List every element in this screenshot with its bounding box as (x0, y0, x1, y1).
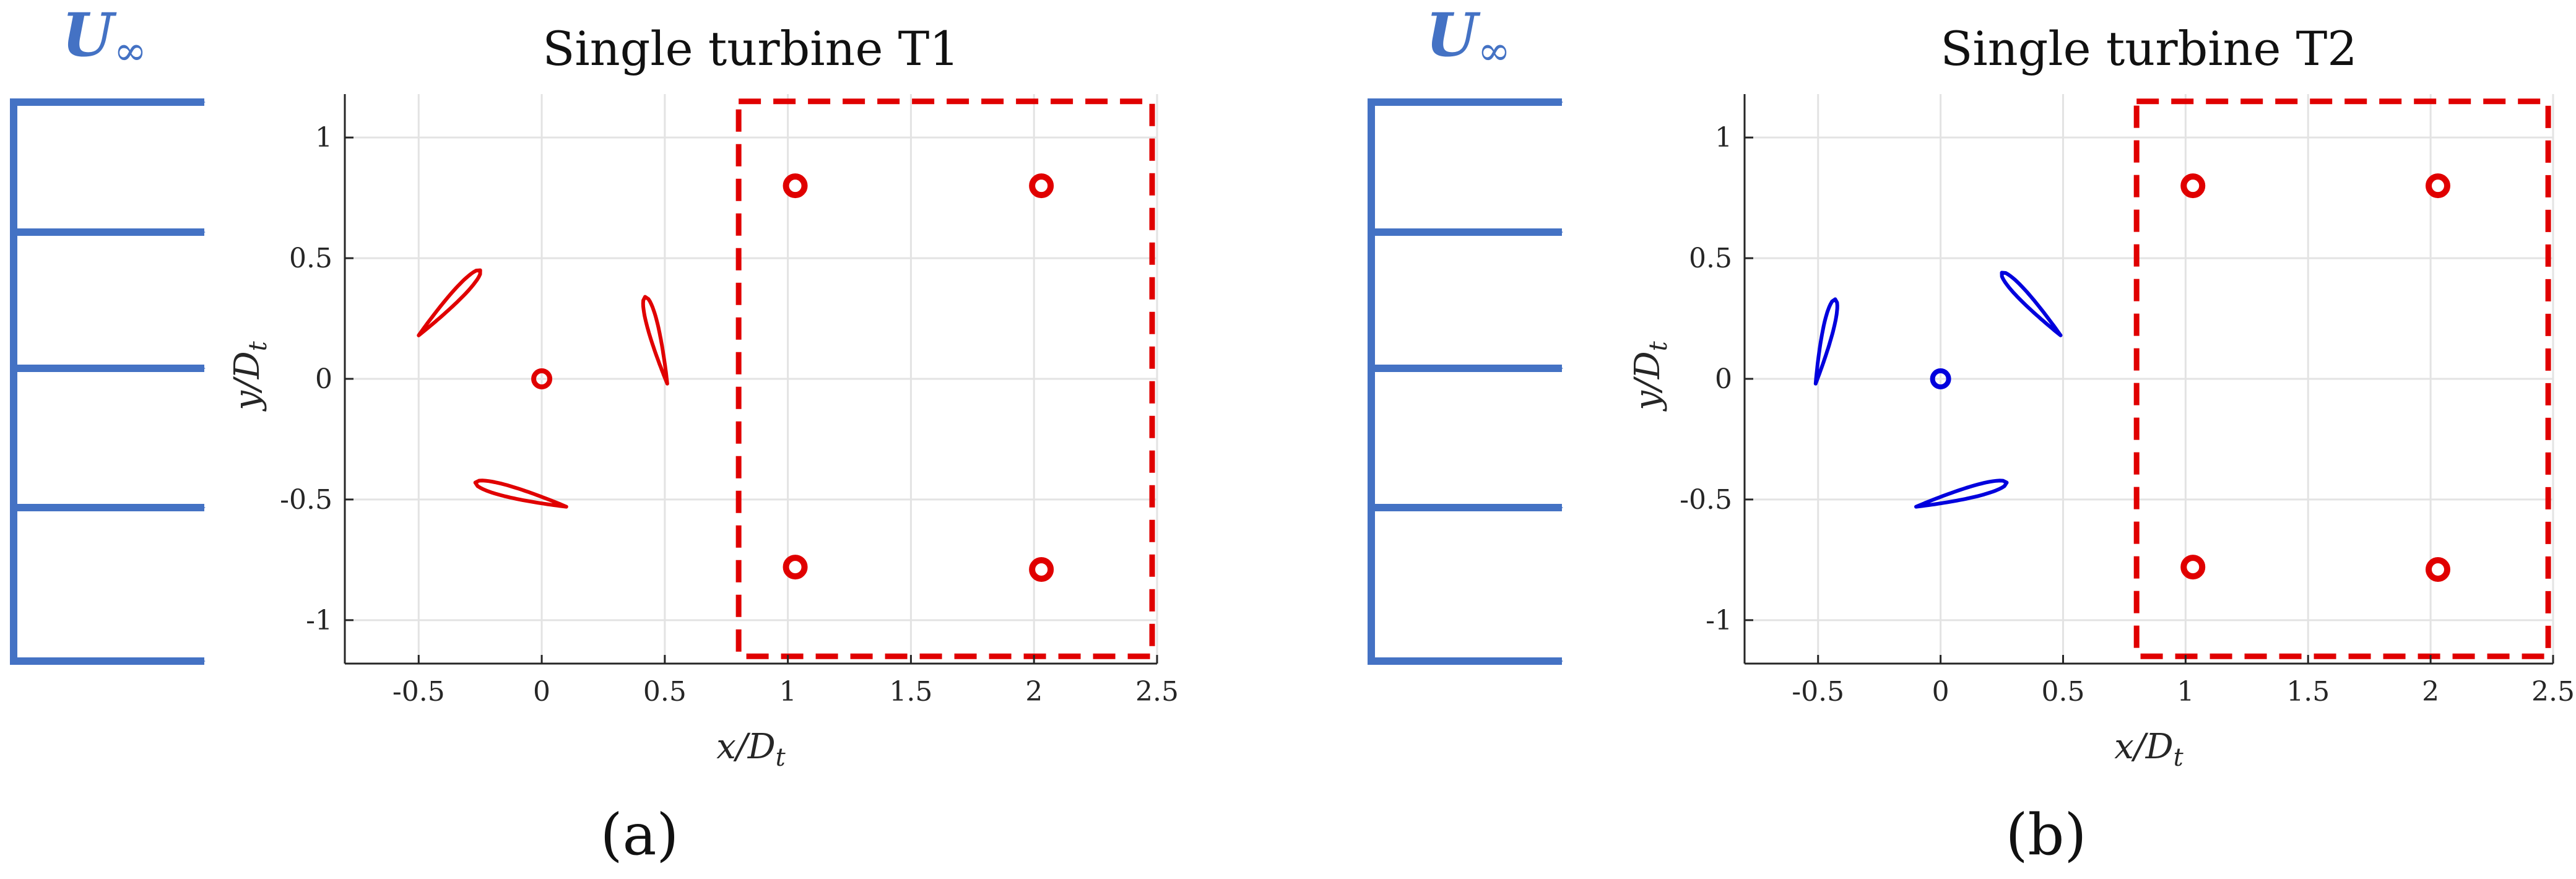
panel-b-title: Single turbine T2 (1940, 21, 2357, 76)
panel-a-ylabel: y/Dt (227, 340, 272, 412)
panel-b-turbine (1813, 271, 2063, 509)
panel-a-xlabel: x/Dt (716, 727, 786, 772)
turbine-blade (1914, 478, 2009, 509)
probe-marker (2180, 555, 2206, 580)
turbine-hub (531, 368, 553, 389)
x-tick-label: 1 (2177, 676, 2194, 708)
y-tick-label: -0.5 (1680, 484, 1732, 516)
x-tick-label: 2.5 (2531, 676, 2575, 708)
x-tick-label: 2.5 (1135, 676, 1179, 708)
x-tick-label: 1.5 (889, 676, 932, 708)
probe-marker (2425, 173, 2450, 199)
inflow-arrows-a: U∞ (10, 0, 206, 665)
panel-a-probes (783, 173, 1054, 582)
y-tick-label: 0.5 (1689, 243, 1732, 274)
y-tick-label: 1 (1715, 122, 1732, 154)
turbine-blade (417, 268, 482, 337)
turbine-blade (473, 478, 568, 509)
probe-marker (1029, 556, 1054, 582)
y-tick-label: 0 (1715, 363, 1732, 395)
probe-marker (783, 555, 808, 580)
y-tick-label: 1 (315, 122, 332, 154)
x-tick-label: 2 (2422, 676, 2439, 708)
x-tick-label: 0 (1932, 676, 1949, 708)
panel-a-label: (a) (601, 802, 679, 868)
inflow-arrows-b: U∞ (1368, 0, 1563, 665)
x-tick-label: 0.5 (2041, 676, 2084, 708)
turbine-blade (641, 295, 669, 386)
probe-marker (2180, 173, 2206, 199)
x-tick-label: 2 (1025, 676, 1043, 708)
x-tick-label: -0.5 (392, 676, 445, 708)
x-tick-label: 1 (779, 676, 797, 708)
x-tick-label: -0.5 (1792, 676, 1844, 708)
panel-a-title: Single turbine T1 (542, 21, 959, 76)
probe-marker (2425, 556, 2450, 582)
y-tick-label: 0 (315, 363, 332, 395)
panel-b-ticks: -0.5 0 0.5 1 1.5 2 2.5 -1 -0.5 0 0.5 1 (1680, 94, 2575, 708)
panel-b-ylabel: y/Dt (1628, 340, 1673, 412)
y-tick-label: -1 (306, 605, 332, 636)
y-tick-label: 0.5 (289, 243, 332, 274)
panel-b-label: (b) (2006, 802, 2087, 868)
turbine-hub (1930, 368, 1951, 389)
panel-a-turbine (417, 268, 669, 509)
panel-a: Single turbine T1 -0.5 0 0.5 1 1.5 2 2.5-1-0.5… (227, 21, 1179, 868)
y-tick-label: -1 (1706, 605, 1732, 636)
panel-b-probes (2180, 173, 2450, 582)
panel-b-xlabel: x/Dt (2114, 727, 2184, 772)
probe-marker (783, 173, 808, 199)
inflow-label-a: U∞ (62, 0, 147, 74)
turbine-blade (2000, 271, 2063, 337)
inflow-label-b: U∞ (1426, 0, 1511, 74)
panel-a-ticks: -0.5 0 0.5 1 1.5 2 2.5 -1 -0.5 0 0.5 1 (280, 94, 1179, 708)
x-tick-label: 1.5 (2286, 676, 2330, 708)
panel-b: Single turbine T2 -0.5 0 0.5 1 1.5 2 2.5-1-0.5… (1628, 21, 2575, 868)
y-tick-label: -0.5 (280, 484, 332, 516)
x-tick-label: 0.5 (643, 676, 687, 708)
x-tick-label: 0 (533, 676, 550, 708)
probe-marker (1029, 173, 1054, 199)
turbine-blade (1813, 297, 1839, 386)
